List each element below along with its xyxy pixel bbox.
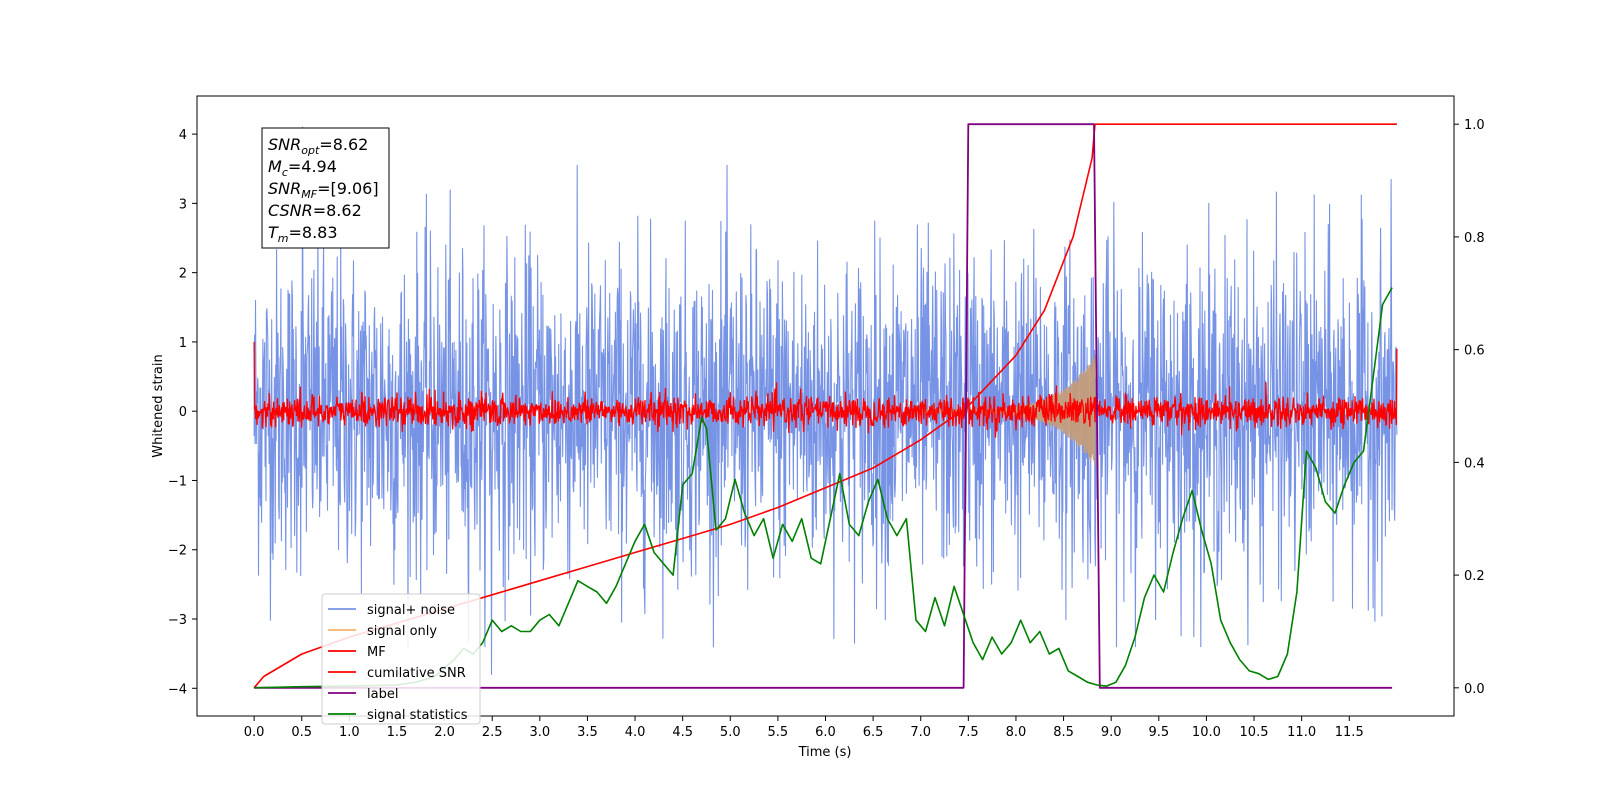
annotation-box: SNRopt=8.62 Mc=4.94 SNRMF=[9.06] CSNR=8.62 T…	[261, 127, 390, 249]
series-mf	[253, 341, 1398, 438]
x-tick-label: 8.5	[1053, 725, 1074, 740]
x-axis-label: Time (s)	[798, 745, 852, 760]
x-tick-label: 11.0	[1287, 725, 1316, 740]
x-tick-label: 11.5	[1335, 725, 1364, 740]
legend-item: cumilative SNR	[328, 666, 466, 681]
x-tick-label: 3.5	[577, 725, 598, 740]
annotation-value: =4.94	[288, 157, 337, 176]
legend-label: signal+ noise	[367, 603, 455, 618]
x-tick-label: 6.5	[863, 725, 884, 740]
annotation-label: CSNR	[268, 201, 313, 220]
x-tick-label: 3.0	[529, 725, 550, 740]
x-tick-label: 0.0	[244, 725, 265, 740]
annotation-label: T	[268, 223, 279, 242]
annotation-label: M	[268, 157, 282, 176]
y-tick-label: 2	[179, 267, 187, 282]
x-tick-label: 0.5	[291, 725, 312, 740]
legend-item: MF	[328, 645, 386, 660]
y-tick-label: −3	[168, 613, 187, 628]
legend-label: cumilative SNR	[367, 666, 466, 681]
legend-label: label	[367, 687, 398, 702]
annotation-value: =[9.06]	[317, 179, 379, 198]
legend-item: signal statistics	[328, 708, 468, 723]
annotation-value: =8.62	[313, 201, 362, 220]
annotation-subscript: opt	[301, 144, 320, 157]
annotation-label: SNR	[268, 179, 301, 198]
y2-tick-label: 0.8	[1464, 231, 1485, 246]
x-tick-label: 9.5	[1148, 725, 1169, 740]
x-axis: 0.0 0.5 1.0 1.5 2.0 2.5 3.0 3.5 4.0 4.5 5.0 5.5 6.0 6…	[244, 716, 1364, 740]
x-tick-label: 2.0	[434, 725, 455, 740]
x-tick-label: 6.0	[815, 725, 836, 740]
x-tick-label: 5.0	[720, 725, 741, 740]
y-tick-label: −2	[168, 544, 187, 559]
x-tick-label: 2.5	[482, 725, 503, 740]
y2-tick-label: 0.6	[1464, 344, 1485, 359]
y2-tick-label: 1.0	[1464, 118, 1485, 133]
y-tick-label: 4	[179, 128, 187, 143]
series-label	[254, 123, 1393, 689]
series-signal-statistics	[254, 287, 1393, 689]
y-tick-label: 1	[179, 336, 187, 351]
x-tick-label: 1.0	[339, 725, 360, 740]
legend-item: label	[328, 687, 398, 702]
y2-tick-label: 0.4	[1464, 456, 1485, 471]
y-axis-label: Whitened strain	[151, 354, 166, 457]
annotation-label: SNR	[268, 135, 301, 154]
legend-label: signal statistics	[367, 708, 468, 723]
y-tick-label: −1	[168, 474, 187, 489]
x-tick-label: 7.0	[910, 725, 931, 740]
y-axis-left: −4 −3 −2 −1 0 1 2 3 4	[168, 128, 197, 697]
x-tick-label: 4.5	[672, 725, 693, 740]
x-tick-label: 10.0	[1192, 725, 1221, 740]
x-tick-label: 4.0	[625, 725, 646, 740]
x-tick-label: 7.5	[958, 725, 979, 740]
annotation-subscript: c	[282, 166, 288, 179]
legend: signal+ noise signal only MF cumilative SNR…	[321, 593, 481, 725]
legend-label: signal only	[367, 624, 437, 639]
y2-tick-label: 0.0	[1464, 682, 1485, 697]
x-tick-label: 1.5	[387, 725, 408, 740]
x-tick-label: 5.5	[768, 725, 789, 740]
x-tick-label: 9.0	[1101, 725, 1122, 740]
series-signal-plus-noise	[253, 126, 1398, 675]
legend-item: signal only	[328, 624, 437, 639]
y-tick-label: 3	[179, 197, 187, 212]
y2-tick-label: 0.2	[1464, 569, 1485, 584]
x-tick-label: 10.5	[1240, 725, 1269, 740]
legend-item: signal+ noise	[328, 603, 455, 618]
annotation-value: =8.83	[289, 223, 338, 242]
x-tick-label: 8.0	[1006, 725, 1027, 740]
annotation-value: =8.62	[319, 135, 368, 154]
annotation-subscript: MF	[301, 188, 317, 201]
y-tick-label: 0	[179, 405, 187, 420]
legend-label: MF	[367, 645, 386, 660]
annotation-subscript: m	[278, 232, 289, 245]
y-tick-label: −4	[168, 682, 187, 697]
y-axis-right: 0.0 0.2 0.4 0.6 0.8 1.0	[1454, 118, 1485, 697]
